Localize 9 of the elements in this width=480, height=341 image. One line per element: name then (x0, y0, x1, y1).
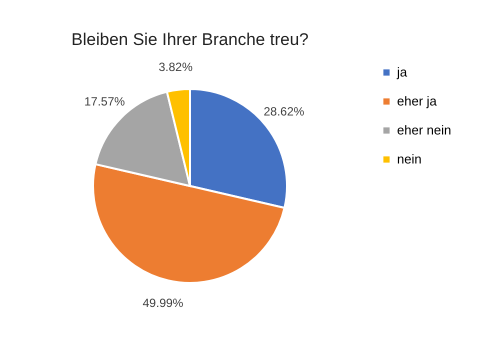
legend-label: eher ja (397, 94, 438, 108)
data-label: 49.99% (142, 296, 184, 310)
legend-label: nein (397, 152, 422, 166)
data-label: 17.57% (84, 94, 126, 109)
data-label: 3.82% (158, 60, 193, 74)
legend-label: eher nein (397, 122, 452, 138)
legend-label: ja (396, 64, 408, 80)
data-label: 28.62% (264, 104, 305, 118)
chart-title: Bleiben Sie Ihrer Branche treu? (71, 30, 309, 49)
